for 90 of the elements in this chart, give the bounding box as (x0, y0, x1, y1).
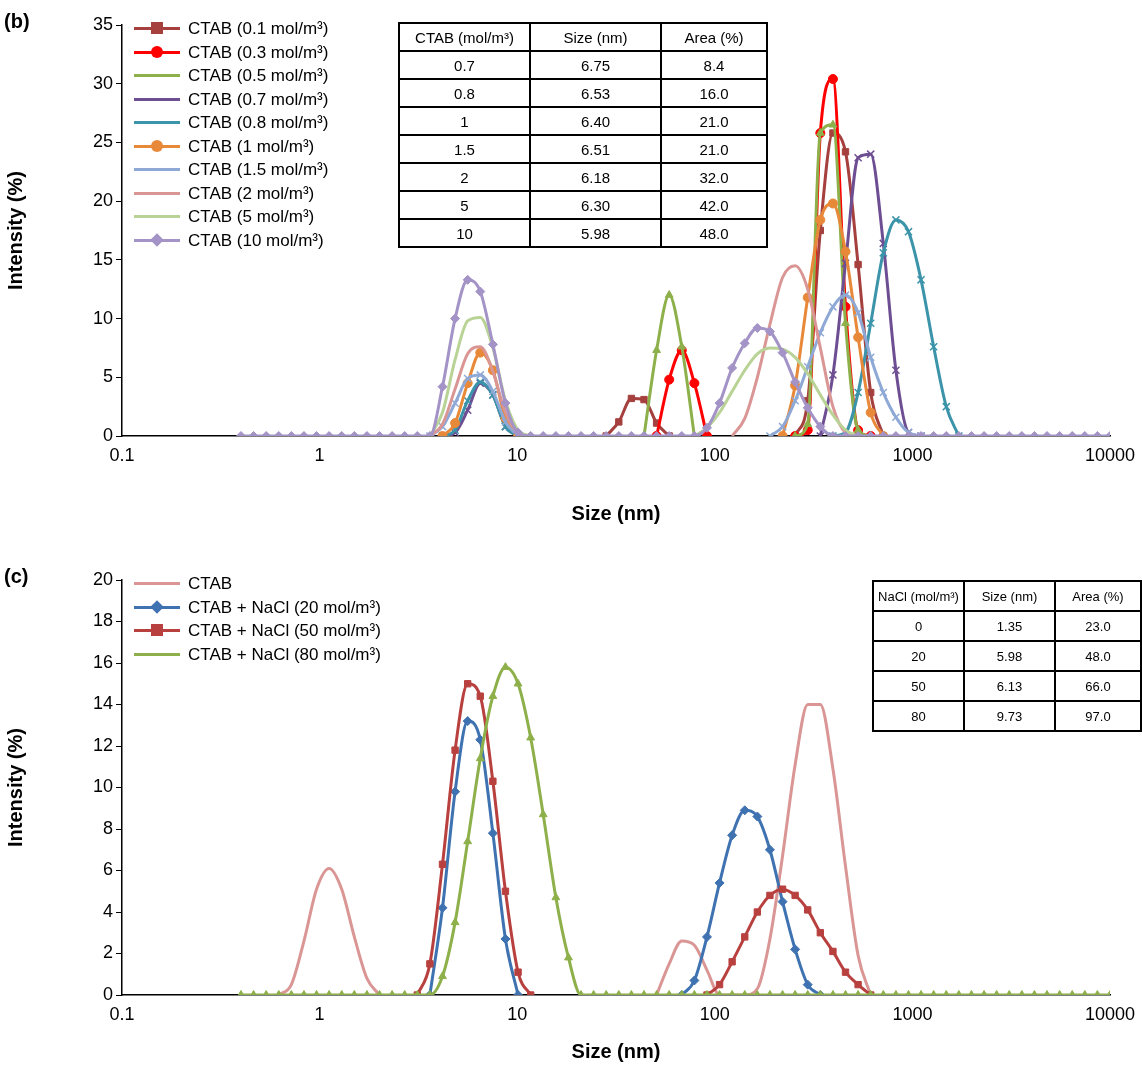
annotation: 6.18 (530, 163, 661, 191)
annotation: 21.0 (661, 135, 767, 163)
annotation: Area (%) (661, 23, 767, 51)
annotation: 5.98 (964, 641, 1055, 671)
annotation: 50 (873, 671, 964, 701)
legend-label: CTAB (0.8 mol/m³) (188, 112, 329, 134)
y-axis-title: Intensity (%) (3, 728, 26, 847)
x-tick-label: 100 (699, 1003, 730, 1024)
legend-label: CTAB (0.3 mol/m³) (188, 41, 329, 64)
y-tick-label: 0 (102, 424, 113, 445)
annotation: 21.0 (661, 107, 767, 135)
annotation: 10 (399, 219, 530, 247)
y-tick-label: 20 (92, 190, 113, 211)
x-tick-label: 10000 (1084, 1003, 1136, 1024)
annotation: 48.0 (661, 219, 767, 247)
y-tick-label: 6 (102, 859, 113, 880)
y-tick-label: 2 (102, 942, 113, 963)
x-tick-label: 1 (314, 1003, 325, 1024)
annotation: Size (nm) (530, 23, 661, 51)
annotation: 6.13 (964, 671, 1055, 701)
annotation: 1.5 (399, 135, 530, 163)
annotation: 0.7 (399, 51, 530, 79)
annotation: 6.75 (530, 51, 661, 79)
annotation: 9.73 (964, 701, 1055, 731)
legend-label: CTAB (0.5 mol/m³) (188, 65, 329, 87)
legend-label: CTAB (188, 573, 233, 595)
annotation: 42.0 (661, 191, 767, 219)
legend-label: CTAB + NaCl (50 mol/m³) (188, 620, 381, 642)
x-tick-label: 10 (507, 444, 528, 465)
legend-label: CTAB (5 mol/m³) (188, 206, 315, 228)
y-tick-label: 20 (92, 568, 113, 589)
annotation: 16.0 (661, 79, 767, 107)
y-tick-label: 15 (92, 248, 113, 269)
y-tick-label: 8 (102, 817, 113, 838)
annotation: 2 (399, 163, 530, 191)
y-tick-label: 14 (92, 693, 113, 714)
y-tick-label: 12 (92, 734, 113, 755)
y-tick-label: 18 (92, 610, 113, 631)
legend-label: CTAB + NaCl (20 mol/m³) (188, 596, 381, 619)
annotation: Area (%) (1055, 581, 1141, 611)
annotation: Size (nm) (964, 581, 1055, 611)
annotation: 32.0 (661, 163, 767, 191)
legend-label: CTAB (1 mol/m³) (188, 135, 315, 158)
x-tick-label: 1 (314, 444, 325, 465)
x-axis-title: Size (nm) (571, 501, 661, 524)
x-tick-label: 1000 (892, 444, 933, 465)
y-tick-label: 10 (92, 776, 113, 797)
x-tick-label: 100 (699, 444, 730, 465)
y-tick-label: 16 (92, 651, 113, 672)
y-tick-label: 0 (102, 983, 113, 1004)
legend-label: CTAB (0.7 mol/m³) (188, 88, 329, 111)
annotation: 0.8 (399, 79, 530, 107)
x-tick-label: 0.1 (109, 1003, 135, 1024)
legend-label: CTAB (1.5 mol/m³) (188, 159, 329, 181)
annotation: 5 (399, 191, 530, 219)
x-tick-label: 10 (507, 1003, 528, 1024)
chart-title: (b) (4, 10, 30, 33)
annotation: 48.0 (1055, 641, 1141, 671)
x-axis-title: Size (nm) (571, 1039, 661, 1062)
annotation: CTAB (mol/m³) (399, 23, 530, 51)
annotation: 6.30 (530, 191, 661, 219)
x-tick-label: 1000 (892, 1003, 933, 1024)
annotation: 20 (873, 641, 964, 671)
y-tick-label: 4 (102, 900, 113, 921)
y-tick-label: 35 (92, 13, 113, 34)
annotation: 8.4 (661, 51, 767, 79)
chart-title: (c) (4, 565, 29, 588)
annotation: 6.40 (530, 107, 661, 135)
annotation: 66.0 (1055, 671, 1141, 701)
annotation: 80 (873, 701, 964, 731)
annotation: 1 (399, 107, 530, 135)
legend-label: CTAB (0.1 mol/m³) (188, 18, 329, 40)
annotation: 6.51 (530, 135, 661, 163)
legend-label: CTAB + NaCl (80 mol/m³) (188, 643, 381, 666)
y-axis-title: Intensity (%) (3, 171, 26, 290)
annotation: 5.98 (530, 219, 661, 247)
y-tick-label: 25 (92, 131, 113, 152)
legend-label: CTAB (2 mol/m³) (188, 182, 315, 205)
annotation: 0 (873, 611, 964, 641)
annotation: 1.35 (964, 611, 1055, 641)
x-tick-label: 0.1 (109, 444, 135, 465)
annotation: 6.53 (530, 79, 661, 107)
y-tick-label: 10 (92, 307, 113, 328)
annotation: NaCl (mol/m³) (873, 581, 964, 611)
y-tick-label: 5 (102, 366, 113, 387)
y-tick-label: 30 (92, 72, 113, 93)
x-tick-label: 10000 (1084, 444, 1136, 465)
legend-label: CTAB (10 mol/m³) (188, 229, 324, 252)
annotation: 23.0 (1055, 611, 1141, 641)
annotation: 97.0 (1055, 701, 1141, 731)
